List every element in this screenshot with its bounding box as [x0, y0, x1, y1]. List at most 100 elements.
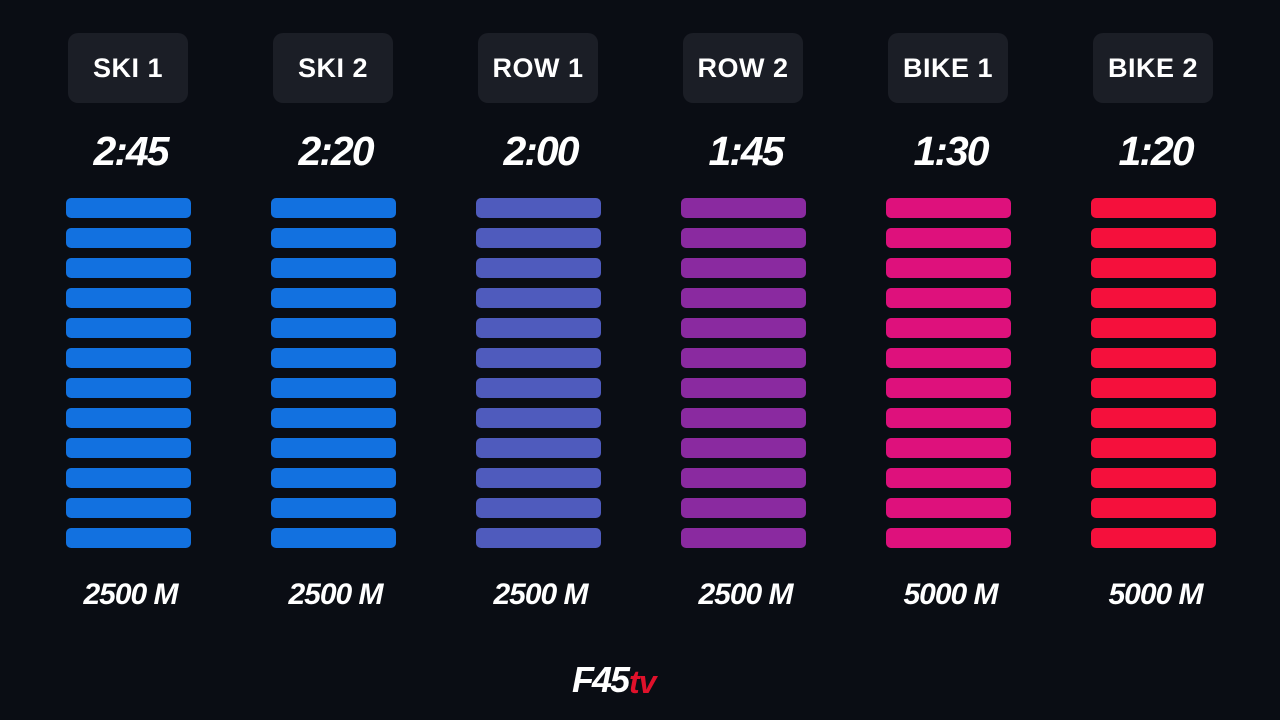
interval-bar	[66, 498, 191, 518]
station-distance: 2500 M	[288, 578, 383, 611]
interval-bar	[1091, 528, 1216, 548]
station-distance: 2500 M	[493, 578, 588, 611]
interval-bar	[66, 468, 191, 488]
station-label: ROW 1	[492, 52, 584, 83]
interval-bar	[271, 378, 396, 398]
interval-bar	[271, 438, 396, 458]
station-time: 1:20	[1118, 128, 1194, 174]
interval-bar	[886, 408, 1011, 428]
station-label-box: SKI 1	[68, 33, 188, 103]
interval-bar	[66, 258, 191, 278]
interval-bar	[271, 318, 396, 338]
interval-bar	[681, 498, 806, 518]
interval-bar	[886, 348, 1011, 368]
interval-bar	[1091, 198, 1216, 218]
station-bars	[66, 198, 191, 558]
interval-bar	[1091, 438, 1216, 458]
interval-bar	[476, 408, 601, 428]
interval-bar	[886, 288, 1011, 308]
station-label: SKI 2	[297, 52, 369, 83]
interval-bar	[886, 318, 1011, 338]
station-time: 2:00	[503, 128, 579, 174]
interval-bar	[681, 528, 806, 548]
station-ski-1: SKI 1 2:45 2500 M	[65, 33, 270, 633]
interval-bar	[476, 438, 601, 458]
interval-bar	[681, 378, 806, 398]
interval-bar	[886, 498, 1011, 518]
interval-bar	[681, 468, 806, 488]
interval-bar	[476, 528, 601, 548]
interval-bar	[66, 198, 191, 218]
interval-bar	[886, 438, 1011, 458]
interval-bar	[66, 318, 191, 338]
station-label-box: BIKE 2	[1093, 33, 1213, 103]
station-label: ROW 2	[697, 52, 789, 83]
interval-bar	[1091, 498, 1216, 518]
station-bars	[476, 198, 601, 558]
interval-bar	[476, 258, 601, 278]
interval-bar	[271, 468, 396, 488]
station-bars	[886, 198, 1011, 558]
station-bars	[681, 198, 806, 558]
interval-bar	[681, 318, 806, 338]
station-ski-2: SKI 2 2:20 2500 M	[270, 33, 475, 633]
station-distance: 2500 M	[698, 578, 793, 611]
interval-bar	[271, 498, 396, 518]
station-label: SKI 1	[92, 52, 164, 83]
station-label: BIKE 2	[1107, 52, 1199, 83]
interval-bar	[66, 408, 191, 428]
f45tv-logo: F45 tv	[572, 658, 657, 700]
interval-bar	[476, 318, 601, 338]
station-distance: 5000 M	[1108, 578, 1203, 611]
station-label-box: ROW 2	[683, 33, 803, 103]
interval-bar	[681, 408, 806, 428]
interval-bar	[886, 528, 1011, 548]
interval-bar	[886, 198, 1011, 218]
station-bars	[1091, 198, 1216, 558]
interval-bar	[1091, 468, 1216, 488]
station-bike-2: BIKE 2 1:20 5000 M	[1090, 33, 1280, 633]
interval-bar	[1091, 348, 1216, 368]
interval-bar	[1091, 288, 1216, 308]
station-time: 1:30	[913, 128, 989, 174]
station-row-1: ROW 1 2:00 2500 M	[475, 33, 680, 633]
interval-bar	[1091, 228, 1216, 248]
interval-bar	[476, 348, 601, 368]
interval-bar	[681, 438, 806, 458]
interval-bar	[271, 198, 396, 218]
interval-bar	[886, 258, 1011, 278]
interval-bar	[1091, 408, 1216, 428]
interval-bar	[886, 378, 1011, 398]
station-time: 2:45	[93, 128, 169, 174]
interval-bar	[476, 498, 601, 518]
interval-bar	[886, 468, 1011, 488]
interval-bar	[66, 288, 191, 308]
interval-bar	[1091, 378, 1216, 398]
interval-bar	[476, 228, 601, 248]
interval-bar	[271, 288, 396, 308]
station-distance: 5000 M	[903, 578, 998, 611]
station-row-2: ROW 2 1:45 2500 M	[680, 33, 885, 633]
interval-bar	[476, 378, 601, 398]
logo-brand: F45	[572, 659, 630, 700]
interval-bar	[681, 288, 806, 308]
interval-bar	[476, 198, 601, 218]
interval-bar	[886, 228, 1011, 248]
station-label: BIKE 1	[902, 52, 994, 83]
interval-bar	[271, 228, 396, 248]
interval-bar	[66, 348, 191, 368]
logo-suffix: tv	[629, 664, 656, 700]
station-label-box: SKI 2	[273, 33, 393, 103]
interval-bar	[66, 528, 191, 548]
interval-bar	[681, 348, 806, 368]
interval-bar	[681, 198, 806, 218]
interval-bar	[476, 288, 601, 308]
interval-bar	[66, 228, 191, 248]
interval-bar	[271, 528, 396, 548]
station-label-box: ROW 1	[478, 33, 598, 103]
interval-bar	[66, 378, 191, 398]
interval-bar	[681, 228, 806, 248]
station-label-box: BIKE 1	[888, 33, 1008, 103]
interval-bar	[1091, 318, 1216, 338]
interval-bar	[271, 348, 396, 368]
